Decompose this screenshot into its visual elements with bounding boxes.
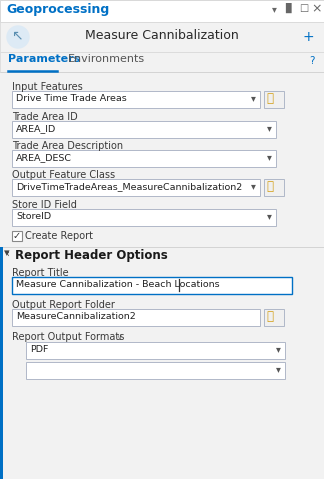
Text: Input Features: Input Features xyxy=(12,82,83,92)
Bar xyxy=(0,0,324,22)
Text: ▾: ▾ xyxy=(251,93,256,103)
Text: AREA_DESC: AREA_DESC xyxy=(16,153,72,162)
Text: ▾: ▾ xyxy=(272,4,277,14)
Circle shape xyxy=(7,26,29,48)
Text: Report Title: Report Title xyxy=(12,268,69,278)
Text: Store ID Field: Store ID Field xyxy=(12,200,77,210)
Bar xyxy=(26,362,285,379)
Text: PDF: PDF xyxy=(30,345,48,354)
Text: Trade Area Description: Trade Area Description xyxy=(12,141,123,151)
Text: Trade Area ID: Trade Area ID xyxy=(12,112,78,122)
Text: ?: ? xyxy=(309,56,315,66)
Text: 📁: 📁 xyxy=(266,310,273,323)
Text: Geoprocessing: Geoprocessing xyxy=(6,3,109,16)
Text: Drive Time Trade Areas: Drive Time Trade Areas xyxy=(16,94,127,103)
Bar xyxy=(264,179,284,196)
Text: Measure Cannibalization - Beach Locations: Measure Cannibalization - Beach Location… xyxy=(16,280,220,289)
Text: ∨: ∨ xyxy=(116,332,122,342)
Text: ↖: ↖ xyxy=(11,28,23,42)
Text: ‹: ‹ xyxy=(5,249,9,259)
Bar xyxy=(12,231,22,241)
Text: □: □ xyxy=(299,3,308,13)
Text: ▾: ▾ xyxy=(4,248,10,258)
Text: ▾: ▾ xyxy=(267,123,272,133)
Text: Environments: Environments xyxy=(68,54,145,64)
Text: Report Output Formats: Report Output Formats xyxy=(12,332,124,342)
Text: StoreID: StoreID xyxy=(16,212,51,221)
Text: Parameters: Parameters xyxy=(8,54,80,64)
Text: Output Report Folder: Output Report Folder xyxy=(12,300,115,310)
Text: AREA_ID: AREA_ID xyxy=(16,124,56,133)
Text: ▾: ▾ xyxy=(251,181,256,191)
Bar xyxy=(12,121,276,138)
Text: ▾: ▾ xyxy=(276,344,281,354)
Text: Measure Cannibalization: Measure Cannibalization xyxy=(85,29,239,42)
Text: 📁: 📁 xyxy=(266,180,273,193)
Text: ▾: ▾ xyxy=(276,364,281,374)
Bar xyxy=(12,309,260,326)
Bar xyxy=(0,247,3,479)
Bar xyxy=(0,247,324,265)
Bar xyxy=(26,342,285,359)
Text: 📁: 📁 xyxy=(266,92,273,105)
Text: Output Feature Class: Output Feature Class xyxy=(12,170,115,180)
Text: ✓: ✓ xyxy=(13,230,21,240)
Bar xyxy=(12,209,276,226)
Bar xyxy=(12,179,260,196)
Bar xyxy=(0,52,324,72)
Bar xyxy=(264,91,284,108)
Text: ▾: ▾ xyxy=(267,211,272,221)
Bar xyxy=(12,277,292,294)
Text: Report Header Options: Report Header Options xyxy=(15,249,168,262)
Text: Create Report: Create Report xyxy=(25,231,93,241)
Text: ×: × xyxy=(311,2,321,15)
Bar xyxy=(12,150,276,167)
Bar xyxy=(12,91,260,108)
Bar xyxy=(0,72,324,479)
Text: +: + xyxy=(302,30,314,44)
Text: DriveTimeTradeAreas_MeasureCannibalization2: DriveTimeTradeAreas_MeasureCannibalizati… xyxy=(16,182,242,191)
Text: MeasureCannibalization2: MeasureCannibalization2 xyxy=(16,312,136,321)
Bar xyxy=(0,22,324,52)
Text: ▾: ▾ xyxy=(267,152,272,162)
Text: ▊: ▊ xyxy=(285,3,293,13)
Bar xyxy=(264,309,284,326)
